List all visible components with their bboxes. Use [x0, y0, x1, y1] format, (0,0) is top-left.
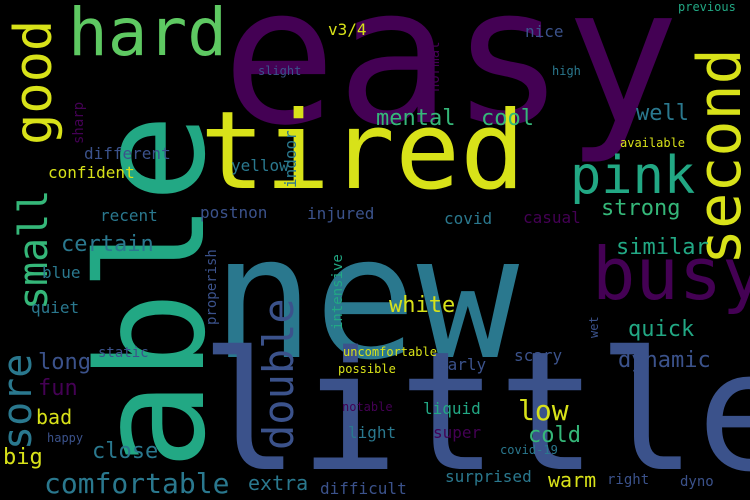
- word-new: new: [212, 200, 520, 398]
- word-sharp: sharp: [71, 101, 87, 144]
- word-certain: certain: [61, 232, 154, 257]
- word-scary: scary: [514, 346, 563, 365]
- word-normal: normal: [427, 41, 443, 92]
- word-early: early: [438, 355, 487, 374]
- word-nice: nice: [525, 22, 564, 41]
- word-v34: v3/4: [328, 20, 367, 39]
- word-casual: casual: [523, 208, 581, 227]
- word-liquid: liquid: [423, 399, 481, 418]
- word-covid19: covid-19: [500, 443, 558, 457]
- word-super: super: [433, 423, 482, 442]
- word-similar: similar: [616, 235, 709, 260]
- word-cold: cold: [528, 423, 581, 448]
- word-possible: possible: [338, 362, 396, 376]
- word-sore: sore: [0, 353, 41, 450]
- word-extra: extra: [248, 471, 309, 495]
- word-big: big: [3, 445, 43, 470]
- word-yellow: yellow: [231, 156, 289, 175]
- word-wet: wet: [587, 316, 601, 338]
- word-tired: tired: [200, 89, 526, 214]
- word-surprised: surprised: [445, 467, 532, 486]
- word-long: long: [38, 350, 91, 375]
- word-good: good: [4, 19, 64, 145]
- word-happy: happy: [47, 431, 84, 445]
- word-intensive: intensive: [330, 254, 346, 330]
- word-indoor: indoor: [281, 130, 300, 188]
- word-different: different: [84, 144, 171, 163]
- word-strong: strong: [601, 196, 681, 221]
- word-light: light: [348, 423, 397, 442]
- word-difficult: difficult: [320, 479, 407, 498]
- word-previous: previous: [678, 0, 736, 14]
- word-bad: bad: [36, 405, 73, 429]
- word-cool: cool: [481, 106, 534, 131]
- word-pink: pink: [570, 146, 696, 206]
- word-dyno: dyno: [680, 474, 714, 490]
- word-easy: easy: [222, 0, 680, 167]
- word-small: small: [11, 189, 57, 310]
- word-blue: blue: [42, 263, 81, 282]
- word-slight: slight: [258, 64, 302, 78]
- word-double: double: [254, 298, 303, 450]
- word-postnon: postnon: [200, 203, 268, 222]
- word-covid: covid: [444, 209, 493, 228]
- word-mental: mental: [376, 106, 456, 131]
- word-well: well: [636, 101, 689, 126]
- word-quiet: quiet: [31, 298, 80, 317]
- word-notable: notable: [342, 400, 393, 414]
- word-fun: fun: [38, 376, 78, 401]
- word-hard: hard: [68, 0, 227, 71]
- word-properish: properish: [204, 249, 220, 325]
- word-warm: warm: [548, 468, 597, 492]
- word-white: white: [389, 293, 456, 318]
- word-confident: confident: [48, 163, 135, 182]
- word-low: low: [518, 394, 569, 427]
- word-recent: recent: [100, 206, 158, 225]
- word-dynamic: dynamic: [618, 348, 711, 373]
- word-quick: quick: [628, 317, 695, 342]
- word-uncomfortable: uncomfortable: [343, 345, 437, 359]
- word-high: high: [552, 64, 581, 78]
- word-busy: busy: [592, 232, 750, 316]
- word-comfortable: comfortable: [44, 467, 230, 500]
- word-close: close: [92, 439, 159, 464]
- word-injured: injured: [307, 204, 375, 223]
- word-second: second: [685, 48, 750, 265]
- word-static: static: [98, 345, 149, 361]
- word-little: little: [200, 316, 750, 500]
- word-right: right: [607, 472, 650, 488]
- word-available: available: [620, 136, 686, 150]
